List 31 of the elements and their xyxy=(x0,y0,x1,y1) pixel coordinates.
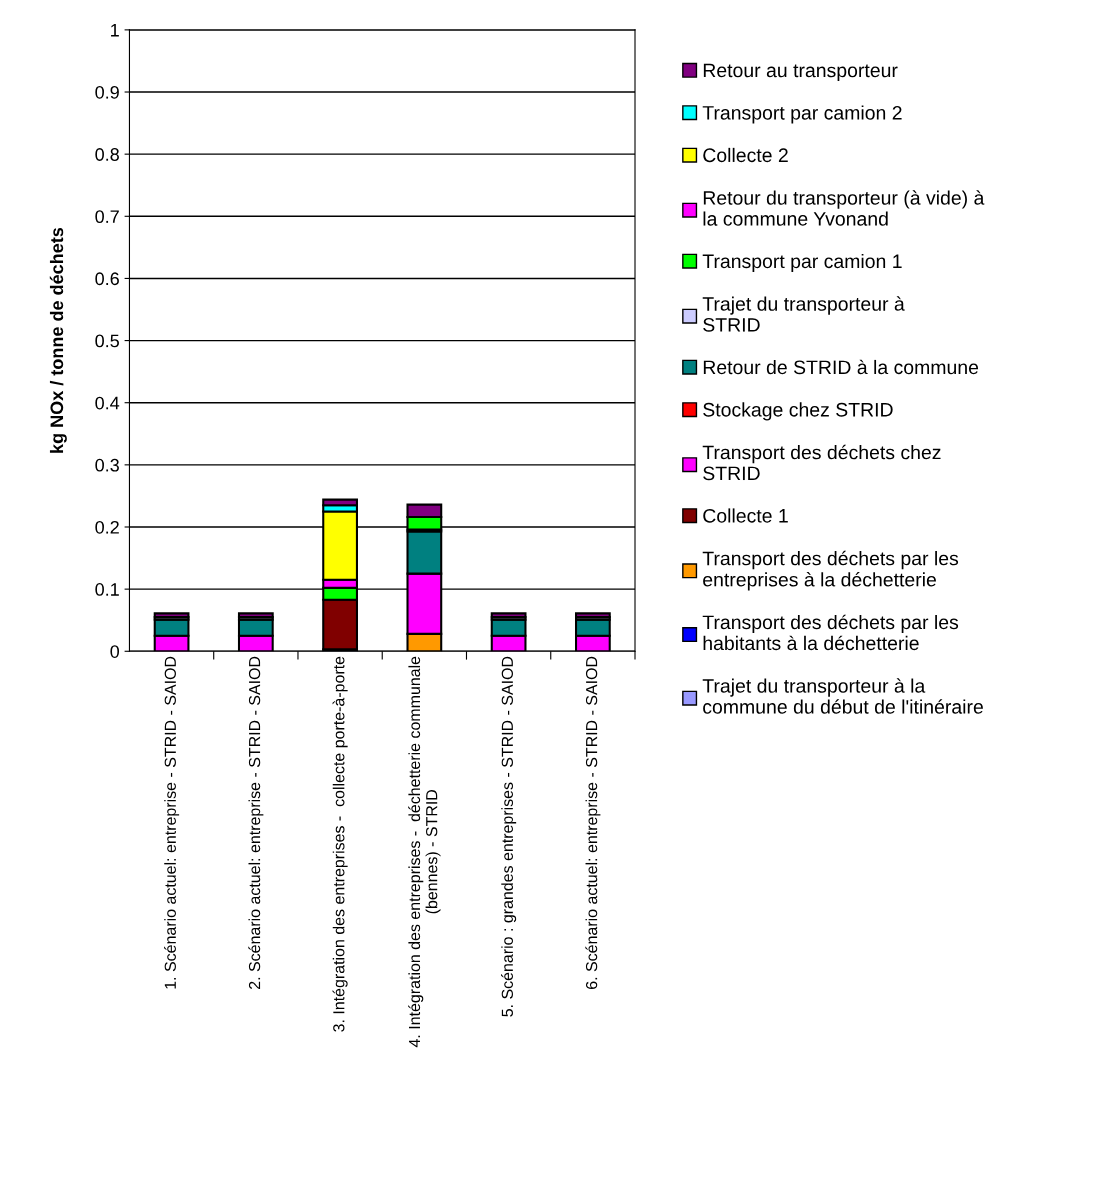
x-tick-label: 3. Intégration des entreprises - collecte porte-à-porte xyxy=(332,656,348,1032)
x-tick-label: 2. Scénario actuel: entreprise - STRID - SAIOD xyxy=(248,656,264,989)
y-tick-label: 0.6 xyxy=(95,272,119,286)
y-tick-label: 0.4 xyxy=(95,396,120,410)
y-tick-label: 0.1 xyxy=(95,583,119,596)
legend-label: Stockage chez STRID xyxy=(703,402,893,421)
legend-label: Retour du transporteur (à vide) à la commune Yvonand xyxy=(703,190,985,226)
legend-label: Transport par camion 1 xyxy=(702,253,902,273)
legend-label: Transport des déchets par les entreprises à la déchetterie xyxy=(702,550,959,591)
y-tick-label: 0.7 xyxy=(95,210,119,224)
y-tick-label: 0 xyxy=(110,645,120,658)
x-tick-label: 5. Scénario : grandes entreprises - STRID - SAIOD xyxy=(501,656,517,1017)
x-tick-label: 6. Scénario actuel: entreprise - STRID - SAIOD xyxy=(585,656,601,989)
y-tick-label: 0.5 xyxy=(95,334,119,348)
y-tick-label: 0.9 xyxy=(95,85,119,99)
x-tick-label: 1. Scénario actuel: entreprise - STRID - SAIOD xyxy=(164,656,180,989)
y-tick-label: 0.8 xyxy=(95,148,119,161)
legend-label: Transport des déchets chez STRID xyxy=(702,444,941,481)
legend-label: Transport des déchets par les habitants à la déchetterie xyxy=(702,614,959,651)
legend-label: Retour au transporteur xyxy=(703,63,898,82)
legend-label: Transport par camion 2 xyxy=(702,105,902,124)
legend-label: Collecte 2 xyxy=(703,147,788,163)
x-tick-label: 4. Intégration des entreprises - déchetterie communale (bennes) - STRID xyxy=(408,656,441,1048)
legend-label: Retour de STRID à la commune xyxy=(703,359,979,375)
y-tick-label: 0.3 xyxy=(95,458,119,472)
legend-label: Collecte 1 xyxy=(703,508,788,523)
y-axis-title: kg NOx / tonne de déchets xyxy=(49,227,67,453)
legend-label: Trajet du transporteur à la commune du début de l'itinéraire xyxy=(702,678,983,714)
y-tick-label: 1 xyxy=(111,24,119,37)
legend-label: Trajet du transporteur à STRID xyxy=(702,296,905,332)
y-tick-label: 0.2 xyxy=(95,520,119,534)
